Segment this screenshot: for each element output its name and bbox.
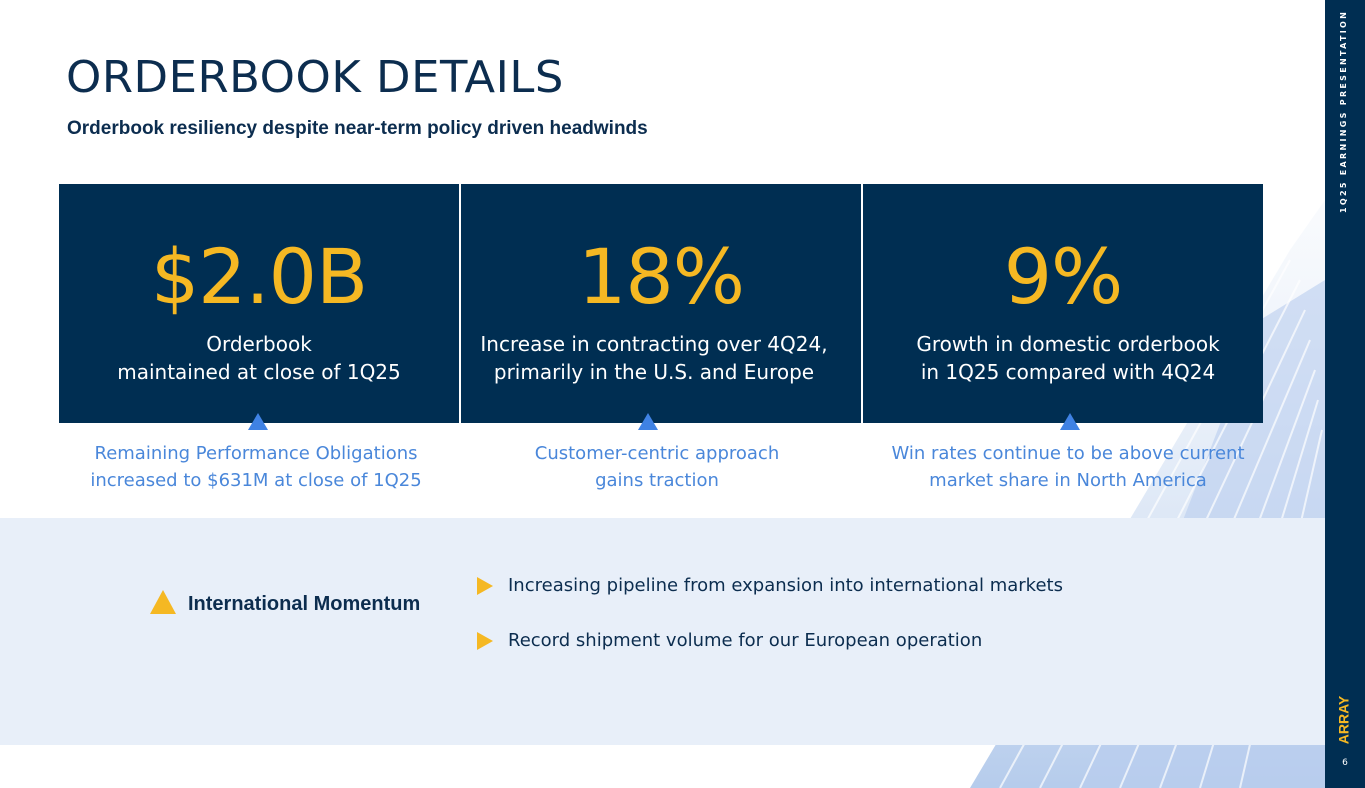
kpi-card-domestic-growth: 9% Growth in domestic orderbook in 1Q25 … xyxy=(863,184,1263,423)
kpi-value: 18% xyxy=(578,232,745,321)
kpi-card-orderbook: $2.0B Orderbook maintained at close of 1… xyxy=(59,184,459,423)
up-triangle-icon xyxy=(248,413,268,430)
right-sidebar: 1Q25 EARNINGS PRESENTATION ARRAY 6 xyxy=(1325,0,1365,788)
kpi-description-line: primarily in the U.S. and Europe xyxy=(493,360,815,384)
kpi-card-contracting: 18% Increase in contracting over 4Q24, p… xyxy=(461,184,861,423)
bullet-text: Record shipment volume for our European … xyxy=(508,630,983,651)
card-note-line: Customer-centric approach xyxy=(534,443,780,464)
page-number: 6 xyxy=(1342,758,1348,768)
page-subtitle: Orderbook resiliency despite near-term p… xyxy=(67,118,648,139)
presentation-label: 1Q25 EARNINGS PRESENTATION xyxy=(1339,9,1348,213)
gold-triangle-icon xyxy=(150,590,176,614)
arrow-right-icon xyxy=(477,577,493,595)
card-note: Customer-centric approach gains traction xyxy=(457,440,857,494)
light-background-band xyxy=(0,518,1325,745)
kpi-description-line: maintained at close of 1Q25 xyxy=(117,360,401,384)
card-note-line: Remaining Performance Obligations xyxy=(94,443,418,464)
card-note: Win rates continue to be above current m… xyxy=(868,440,1268,494)
kpi-description-line: Growth in domestic orderbook xyxy=(916,332,1220,356)
up-triangle-icon xyxy=(638,413,658,430)
arrow-right-icon xyxy=(477,632,493,650)
kpi-description-line: Orderbook xyxy=(206,332,312,356)
card-note-line: gains traction xyxy=(595,470,719,491)
kpi-description-line: in 1Q25 compared with 4Q24 xyxy=(920,360,1216,384)
card-note: Remaining Performance Obligations increa… xyxy=(56,440,456,494)
page-title: ORDERBOOK DETAILS xyxy=(66,52,564,103)
svg-text:ARRAY: ARRAY xyxy=(1336,695,1352,744)
bullet-text: Increasing pipeline from expansion into … xyxy=(508,575,1063,596)
international-momentum-text: International Momentum xyxy=(188,593,421,615)
kpi-description: Increase in contracting over 4Q24, prima… xyxy=(447,330,861,386)
kpi-value: $2.0B xyxy=(150,232,368,321)
card-note-line: Win rates continue to be above current xyxy=(891,443,1245,464)
array-logo: ARRAY xyxy=(1336,695,1352,744)
kpi-value: 9% xyxy=(1003,232,1124,321)
kpi-description-line: Increase in contracting over 4Q24, xyxy=(480,332,828,356)
up-triangle-icon xyxy=(1060,413,1080,430)
kpi-description: Growth in domestic orderbook in 1Q25 com… xyxy=(873,330,1263,386)
card-note-line: increased to $631M at close of 1Q25 xyxy=(90,470,422,491)
card-note-line: market share in North America xyxy=(929,470,1207,491)
kpi-description: Orderbook maintained at close of 1Q25 xyxy=(59,330,459,386)
